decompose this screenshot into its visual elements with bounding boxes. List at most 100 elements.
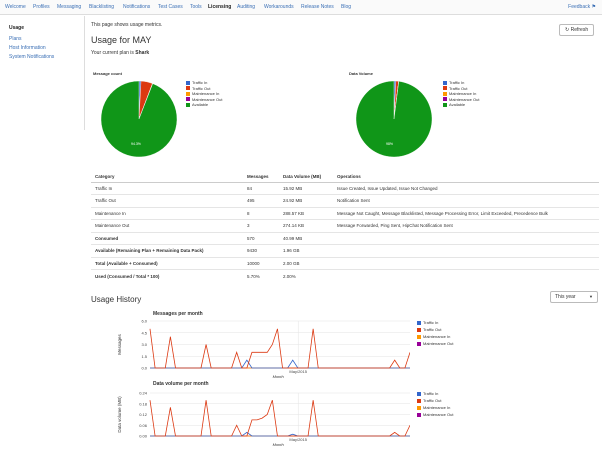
tab-tools[interactable]: Tools — [190, 4, 202, 10]
legend-swatch — [186, 91, 190, 96]
cell-operations: Message Forwarded, Ping Sent, HipChat No… — [333, 219, 599, 232]
tab-workarounds[interactable]: Workarounds — [264, 4, 294, 10]
cell-operations — [333, 269, 599, 282]
legend-swatch — [417, 334, 421, 339]
refresh-label: Refresh — [570, 27, 589, 33]
col-operations: Operations — [333, 172, 599, 183]
legend-label: Available — [449, 102, 466, 107]
legend-swatch — [443, 80, 447, 85]
cell-volume: 24.92 MB — [279, 194, 333, 207]
legend-label: Maintenance Out — [449, 96, 480, 102]
legend-label: Traffic Out — [423, 398, 442, 403]
legend-swatch — [417, 327, 421, 332]
legend-label: Maintenance Out — [192, 96, 223, 102]
feedback-link[interactable]: Feedback ⚑ — [568, 4, 596, 10]
plan-name: Shark — [135, 50, 150, 56]
tab-notifications[interactable]: Notifications — [123, 4, 151, 10]
sidebar-item-plans[interactable]: Plans — [9, 36, 22, 42]
table-row: Maintenance Out 3 274.14 KB Message Forward… — [91, 219, 599, 232]
legend-swatch — [417, 341, 421, 346]
legend-swatch — [443, 97, 447, 102]
tab-blacklisting[interactable]: Blacklisting — [89, 4, 115, 10]
y-tick-label: 0.06 — [139, 423, 148, 428]
refresh-icon: ↻ — [565, 27, 570, 33]
cell-category: Maintenance In — [91, 206, 243, 220]
legend-item-maintenance-out: Maintenance Out — [186, 97, 222, 102]
range-select[interactable]: This year ▼ — [550, 291, 598, 303]
series-line-traffic-out — [149, 328, 410, 369]
refresh-button[interactable]: ↻ Refresh — [559, 24, 595, 36]
sidebar: Usage Plans Host Information System Noti… — [0, 16, 85, 130]
y-tick-label: 3.0 — [141, 342, 147, 347]
series-line-traffic-in — [150, 359, 410, 369]
usage-table: Category Messages Data Volume (MB) Opera… — [91, 172, 599, 282]
cell-volume: 1.96 GB — [279, 244, 333, 257]
cell-operations: Issue Created, Issue Updated, Issue Not … — [333, 181, 599, 195]
tab-release-notes[interactable]: Release Notes — [301, 4, 334, 10]
tab-test-cases[interactable]: Test Cases — [158, 4, 183, 10]
x-tick-label: May/2015 — [289, 369, 307, 374]
cell-category: Consumed — [91, 231, 243, 245]
legend-label: Available — [192, 102, 209, 107]
legend-swatch — [417, 320, 421, 325]
plan-info: Your current plan is Shark — [91, 50, 149, 56]
table-row: Maintenance In 8 288.57 KB Message Not Caug… — [91, 206, 599, 220]
tab-auditing[interactable]: Auditing — [237, 4, 256, 10]
cell-operations — [333, 231, 599, 245]
legend-label: Traffic In — [449, 80, 465, 85]
table-row: Traffic Out 495 24.92 MB Notification Sent — [91, 194, 599, 207]
legend-label: Traffic Out — [192, 85, 211, 91]
feedback-label[interactable]: Feedback — [568, 4, 591, 10]
series-line-traffic-out — [149, 400, 410, 437]
cell-category: Traffic Out — [91, 194, 243, 207]
legend-label: Traffic In — [192, 80, 208, 85]
y-tick-label: 0.00 — [139, 434, 148, 439]
legend-item-traffic-out: Traffic Out — [443, 86, 467, 91]
pie-slice-available — [100, 80, 178, 158]
line-1-title: Messages per month — [153, 311, 203, 317]
tab-licensing[interactable]: Licensing — [208, 4, 232, 10]
tab-welcome[interactable]: Welcome — [5, 4, 26, 10]
table-row: Available (Remaining Plan + Remaining Da… — [91, 244, 599, 257]
history-title: Usage History — [91, 295, 142, 304]
legend-item-traffic-in: Traffic In — [443, 80, 464, 85]
y-axis-label: Data volume (MB) — [117, 396, 122, 433]
sidebar-item-system-notifications[interactable]: System Notifications — [9, 54, 55, 60]
legend-item-available: Available — [186, 102, 208, 107]
tab-blog[interactable]: Blog — [341, 4, 352, 10]
message-count-pie-chart: 94.3% — [100, 80, 178, 158]
caret-down-icon: ▼ — [589, 294, 593, 299]
sidebar-item-host-information[interactable]: Host Information — [9, 45, 46, 51]
cell-messages: 570 — [243, 231, 279, 245]
legend-item-maintenance-out: Maintenance Out — [417, 341, 453, 346]
cell-messages: 9430 — [243, 244, 279, 257]
tab-messaging[interactable]: Messaging — [57, 4, 82, 10]
legend-item-maintenance-in: Maintenance In — [417, 405, 450, 410]
legend-item-traffic-in: Traffic In — [186, 80, 207, 85]
legend-label: Traffic Out — [449, 85, 468, 91]
legend-label: Maintenance In — [449, 91, 477, 96]
legend-swatch — [186, 97, 190, 102]
legend-swatch — [417, 391, 421, 396]
cell-operations — [333, 256, 599, 270]
cell-volume: 2.00 GB — [279, 256, 333, 270]
col-messages: Messages — [243, 172, 279, 183]
y-tick-label: 6.0 — [141, 319, 147, 324]
cell-category: Used (Consumed / Total * 100) — [91, 269, 243, 282]
table-row: Used (Consumed / Total * 100) 5.70% 2.00% — [91, 269, 599, 282]
tab-profiles[interactable]: Profiles — [33, 4, 50, 10]
legend-item-traffic-in: Traffic In — [417, 391, 438, 396]
col-data-volume: Data Volume (MB) — [279, 172, 333, 183]
col-category: Category — [91, 172, 243, 183]
pie-2-title: Data Volume — [349, 71, 373, 76]
legend-label: Traffic Out — [423, 327, 442, 332]
cell-operations: Notification Sent — [333, 194, 599, 207]
data-volume-per-month-chart: 0.00 0.06 0.12 0.18 0.24 May/2015 Month Data vo… — [117, 391, 410, 447]
cell-messages: 3 — [243, 219, 279, 232]
pie-slice-label: 94.3% — [131, 142, 141, 146]
cell-volume: 2.00% — [279, 269, 333, 282]
cell-operations — [333, 244, 599, 257]
sidebar-item-usage[interactable]: Usage — [9, 25, 25, 31]
plan-prefix: Your current plan is — [91, 50, 134, 56]
legend-swatch — [186, 102, 190, 107]
